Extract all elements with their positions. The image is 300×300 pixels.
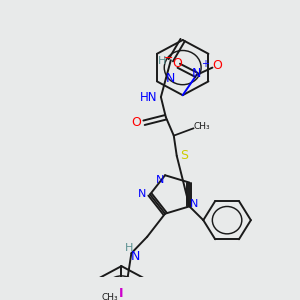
Text: S: S (180, 149, 188, 162)
Text: N: N (190, 199, 199, 208)
Text: O: O (172, 57, 182, 70)
Text: H: H (158, 56, 166, 66)
Text: N: N (166, 72, 176, 85)
Text: CH₃: CH₃ (193, 122, 210, 131)
Text: CH₃: CH₃ (101, 293, 118, 300)
Text: O: O (212, 59, 222, 72)
Text: H: H (125, 243, 134, 253)
Text: N: N (192, 67, 201, 80)
Text: HN: HN (140, 91, 158, 103)
Text: N: N (138, 190, 146, 200)
Text: −: − (163, 52, 173, 65)
Text: +: + (202, 59, 209, 69)
Text: N: N (156, 175, 164, 185)
Text: O: O (131, 116, 141, 129)
Text: I: I (119, 287, 124, 300)
Text: N: N (131, 250, 140, 262)
